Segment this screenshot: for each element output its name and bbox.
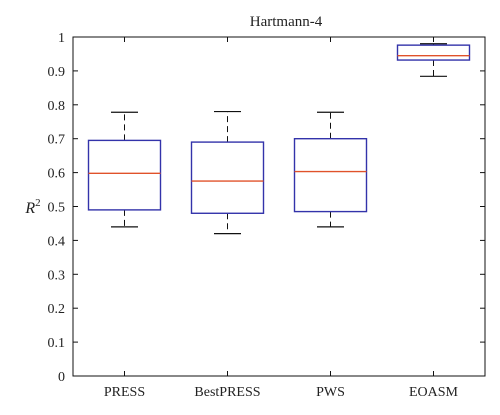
y-tick-label: 0 (58, 370, 65, 385)
y-tick-label: 0.1 (48, 336, 66, 351)
y-axis-label-base: R (24, 200, 35, 217)
box-pws (293, 111, 368, 228)
box-eoasm (396, 43, 471, 77)
y-tick-label: 0.6 (48, 167, 66, 182)
box-iqr (396, 44, 471, 61)
y-axis-label-superscript: 2 (35, 197, 41, 209)
y-tick-label: 0.2 (48, 302, 66, 317)
y-tick-label: 0.8 (48, 99, 66, 114)
y-tick-label: 1 (58, 31, 65, 46)
box-series (87, 43, 471, 235)
box-iqr (190, 141, 265, 214)
box-iqr (87, 139, 162, 211)
plot-area (72, 36, 486, 377)
y-axis-label: R2 (24, 197, 40, 217)
x-tick-label: PRESS (104, 385, 145, 400)
y-tick-label: 0.9 (48, 65, 66, 80)
x-tick-label: PWS (316, 385, 345, 400)
box-iqr (293, 137, 368, 213)
box-bestpress (190, 110, 265, 235)
y-axis: 0 0.1 0.2 0.3 0.4 0.5 0.6 0.7 0.8 0.9 1 (48, 31, 485, 385)
x-axis: PRESS BestPRESS PWS EOASM (104, 37, 459, 400)
x-tick-label: EOASM (409, 385, 459, 400)
plot-frame (72, 36, 486, 377)
y-tick-label: 0.7 (48, 133, 66, 148)
y-tick-label: 0.3 (48, 268, 66, 283)
box-press (87, 111, 162, 228)
y-tick-label: 0.4 (48, 234, 66, 249)
y-tick-label: 0.5 (48, 201, 66, 216)
chart-title: Hartmann-4 (250, 14, 323, 30)
x-tick-label: BestPRESS (194, 385, 260, 400)
